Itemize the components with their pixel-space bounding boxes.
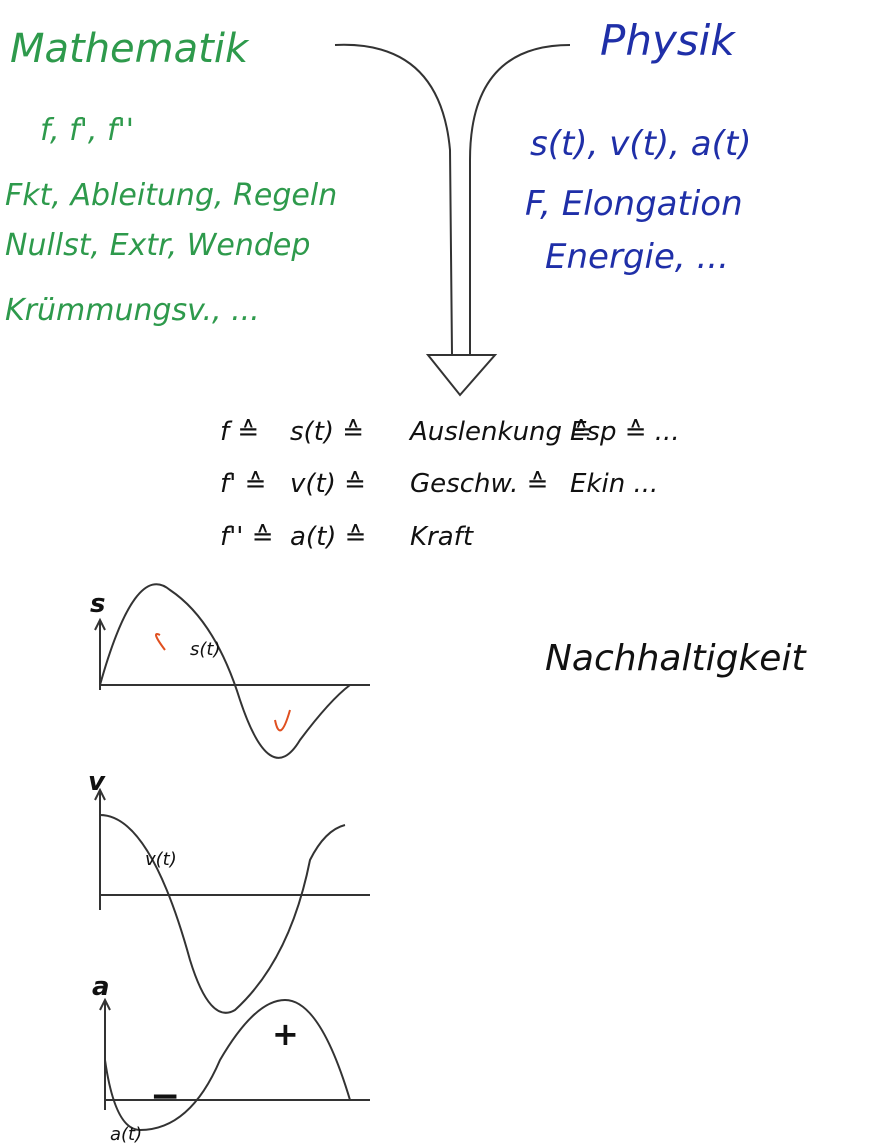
axis-label: s	[90, 589, 105, 619]
sign: +	[272, 1015, 299, 1053]
arrows	[334, 43, 571, 397]
mapping-cell: Esp ≙ ...	[570, 417, 680, 447]
mapping-cell: Auslenkung ≙	[408, 417, 592, 447]
mapping-cell: Kraft	[410, 522, 474, 552]
phys-item: F, Elongation	[525, 184, 743, 224]
axis-label: a	[92, 972, 110, 1002]
mapping-cell: s(t) ≙	[290, 417, 364, 447]
curve-label: s(t)	[190, 639, 220, 660]
mapping-cell: a(t) ≙	[290, 522, 366, 552]
phys-item: s(t), v(t), a(t)	[530, 124, 751, 164]
keyword: Nachhaltigkeit	[545, 638, 807, 679]
math-title: Mathematik	[10, 26, 250, 72]
phys-title: Physik	[600, 16, 736, 65]
math-item: f, f', f''	[40, 113, 134, 148]
math-item: Krümmungsv., ...	[5, 293, 260, 328]
mapping-cell: f' ≙	[220, 469, 266, 499]
axis-label: v	[88, 767, 106, 797]
phys-item: Energie, ...	[545, 237, 729, 277]
sign: −	[150, 1076, 180, 1117]
mapping-cell: f ≙	[220, 417, 259, 447]
mapping-cell: Geschw. ≙	[410, 469, 548, 499]
math-item: Fkt, Ableitung, Regeln	[5, 178, 337, 213]
curve-label: v(t)	[145, 849, 177, 870]
graphs	[94, 583, 370, 1132]
mapping-cell: Ekin ...	[570, 469, 658, 499]
curve-label: a(t)	[110, 1124, 142, 1144]
mapping-cell: f'' ≙	[220, 522, 274, 552]
mapping-cell: v(t) ≙	[290, 469, 366, 499]
math-item: Nullst, Extr, Wendep	[5, 228, 310, 263]
